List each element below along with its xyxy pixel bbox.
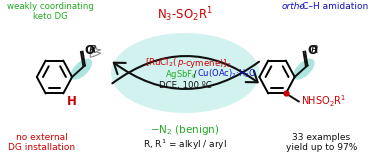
- Text: [RuCl$_2$(: [RuCl$_2$(: [145, 57, 177, 69]
- FancyArrowPatch shape: [112, 56, 258, 83]
- FancyArrowPatch shape: [90, 45, 101, 57]
- Text: N$_3$-SO$_2$R$^1$: N$_3$-SO$_2$R$^1$: [157, 6, 213, 24]
- Ellipse shape: [293, 59, 314, 80]
- Text: O: O: [307, 44, 317, 57]
- Text: R, R$^1$ = alkyl / aryl: R, R$^1$ = alkyl / aryl: [143, 138, 227, 152]
- Text: no external: no external: [15, 132, 67, 141]
- Text: DCE, 100 ºC: DCE, 100 ºC: [159, 80, 212, 90]
- Text: keto DG: keto DG: [33, 12, 68, 21]
- FancyArrowPatch shape: [114, 62, 259, 89]
- Text: R: R: [88, 45, 96, 55]
- Text: -cymene)]$_2$: -cymene)]$_2$: [183, 56, 232, 69]
- Text: DG installation: DG installation: [8, 143, 75, 152]
- Text: yield up to 97%: yield up to 97%: [286, 143, 357, 152]
- Text: weakly coordinating: weakly coordinating: [7, 2, 94, 11]
- Text: R: R: [311, 45, 319, 55]
- Text: $p$: $p$: [177, 57, 184, 68]
- Ellipse shape: [111, 33, 259, 113]
- Text: 33 examples: 33 examples: [293, 132, 351, 141]
- Text: ortho: ortho: [282, 2, 306, 11]
- Text: AgSbF$_6$: AgSbF$_6$: [165, 67, 197, 80]
- Text: -C–H amidation: -C–H amidation: [299, 2, 369, 11]
- Text: $-$N$_2$ (benign): $-$N$_2$ (benign): [150, 123, 220, 137]
- Text: Cu(OAc)$_2$·H$_2$O: Cu(OAc)$_2$·H$_2$O: [197, 68, 257, 80]
- Ellipse shape: [70, 59, 92, 80]
- Text: H: H: [67, 96, 77, 108]
- Text: NHSO$_2$R$^1$: NHSO$_2$R$^1$: [301, 94, 346, 109]
- Text: O: O: [84, 44, 94, 57]
- Text: /: /: [191, 69, 199, 78]
